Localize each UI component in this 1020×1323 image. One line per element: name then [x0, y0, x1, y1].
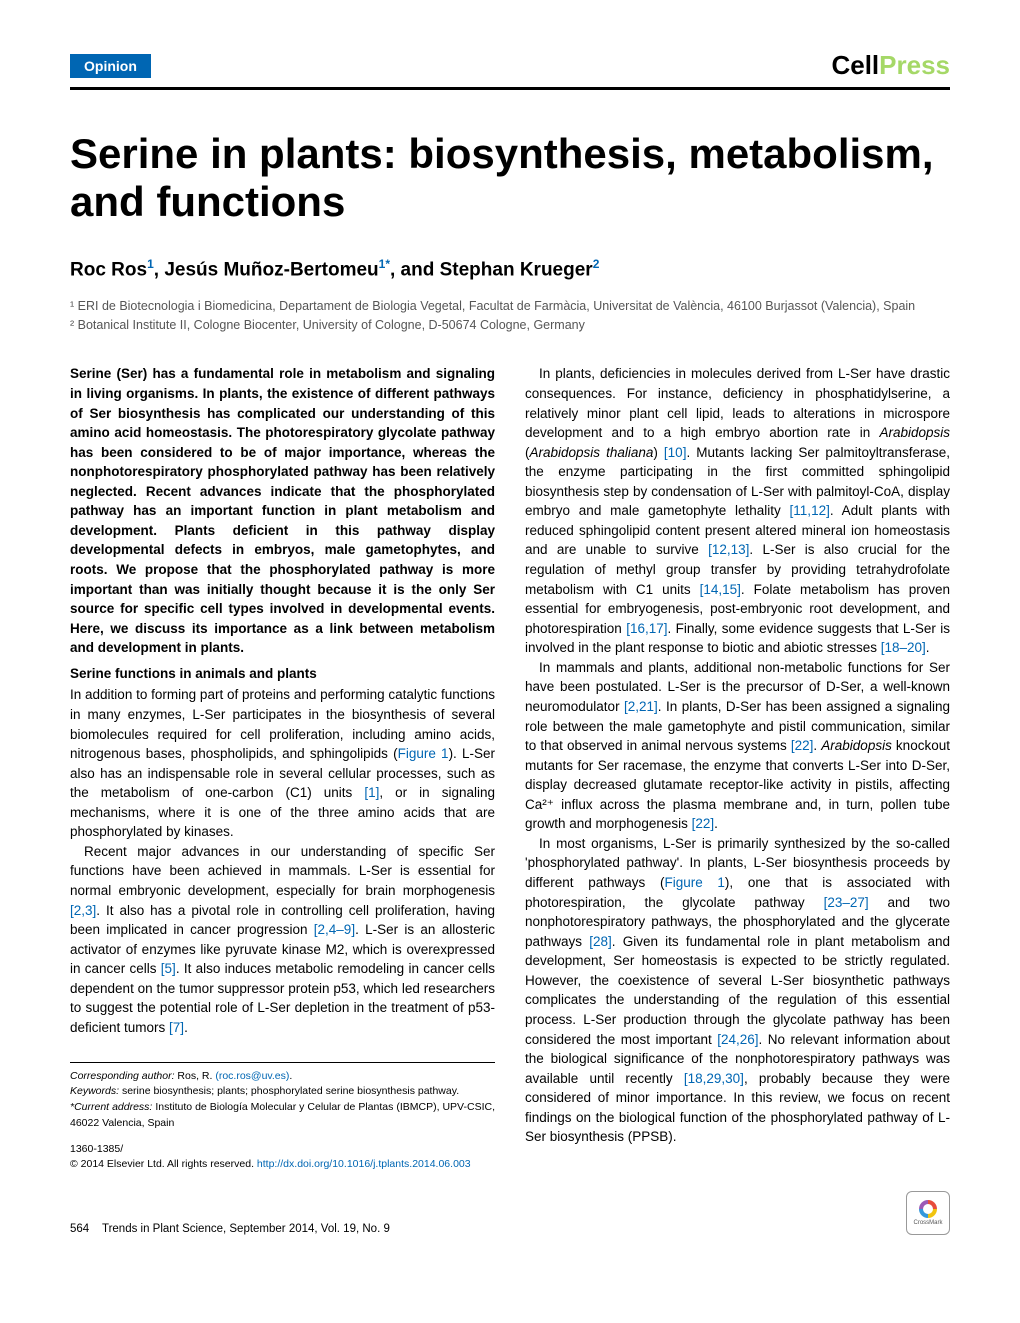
- affiliation-1: ¹ ERI de Biotecnologia i Biomedicina, De…: [70, 297, 950, 316]
- issn: 1360-1385/: [70, 1142, 495, 1158]
- crossmark-badge[interactable]: CrossMark: [906, 1191, 950, 1235]
- citation[interactable]: [14,15]: [700, 582, 741, 597]
- citation[interactable]: [28]: [589, 934, 612, 949]
- citation[interactable]: [2,4–9]: [314, 922, 355, 937]
- crossmark-icon: [919, 1200, 937, 1218]
- email-link[interactable]: (roc.ros@uv.es): [215, 1070, 289, 1082]
- authors: Roc Ros1, Jesús Muñoz-Bertomeu1*, and St…: [70, 257, 950, 281]
- citation[interactable]: [1]: [364, 785, 379, 800]
- right-paragraph-3: In most organisms, L-Ser is primarily sy…: [525, 834, 950, 1147]
- brand-cell: Cell: [831, 50, 879, 80]
- copyright-line: © 2014 Elsevier Ltd. All rights reserved…: [70, 1157, 495, 1173]
- affiliation-2: ² Botanical Institute II, Cologne Biocen…: [70, 316, 950, 335]
- corresponding-author: Corresponding author: Ros, R. (roc.ros@u…: [70, 1069, 495, 1085]
- figure-ref[interactable]: Figure 1: [664, 875, 724, 890]
- citation[interactable]: [18–20]: [881, 640, 926, 655]
- citation[interactable]: [16,17]: [626, 621, 667, 636]
- doi-link[interactable]: http://dx.doi.org/10.1016/j.tplants.2014…: [257, 1158, 471, 1170]
- footer-left: 564 Trends in Plant Science, September 2…: [70, 1223, 390, 1235]
- footer-metadata: Corresponding author: Ros, R. (roc.ros@u…: [70, 1062, 495, 1174]
- right-paragraph-2: In mammals and plants, additional non-me…: [525, 658, 950, 834]
- citation[interactable]: [5]: [161, 961, 176, 976]
- right-column: In plants, deficiencies in molecules der…: [525, 364, 950, 1173]
- citation[interactable]: [11,12]: [790, 503, 830, 518]
- left-paragraph-1: In addition to forming part of proteins …: [70, 685, 495, 842]
- affiliations: ¹ ERI de Biotecnologia i Biomedicina, De…: [70, 297, 950, 335]
- page-number: 564: [70, 1223, 89, 1235]
- citation[interactable]: [22]: [692, 816, 715, 831]
- two-column-body: Serine (Ser) has a fundamental role in m…: [70, 364, 950, 1173]
- citation[interactable]: [10]: [664, 445, 687, 460]
- right-paragraph-1: In plants, deficiencies in molecules der…: [525, 364, 950, 657]
- page-footer: 564 Trends in Plant Science, September 2…: [70, 1191, 950, 1235]
- figure-ref[interactable]: Figure 1: [398, 746, 449, 761]
- brand-press: Press: [879, 50, 950, 80]
- citation[interactable]: [2,21]: [624, 699, 658, 714]
- citation[interactable]: [2,3]: [70, 903, 96, 918]
- citation[interactable]: [18,29,30]: [684, 1071, 744, 1086]
- opinion-badge: Opinion: [70, 54, 151, 78]
- citation[interactable]: [24,26]: [717, 1032, 758, 1047]
- citation[interactable]: [7]: [169, 1020, 184, 1035]
- section-heading-1: Serine functions in animals and plants: [70, 664, 495, 684]
- keywords-line: Keywords: serine biosynthesis; plants; p…: [70, 1084, 495, 1100]
- header-row: Opinion CellPress: [70, 50, 950, 90]
- current-address: *Current address: Instituto de Biología …: [70, 1100, 495, 1132]
- article-title: Serine in plants: biosynthesis, metaboli…: [70, 130, 950, 227]
- abstract: Serine (Ser) has a fundamental role in m…: [70, 364, 495, 657]
- crossmark-label: CrossMark: [913, 1220, 942, 1226]
- left-column: Serine (Ser) has a fundamental role in m…: [70, 364, 495, 1173]
- left-paragraph-2: Recent major advances in our understandi…: [70, 842, 495, 1038]
- cellpress-logo: CellPress: [831, 50, 950, 81]
- journal-info: Trends in Plant Science, September 2014,…: [102, 1223, 390, 1235]
- citation[interactable]: [22]: [791, 738, 814, 753]
- citation[interactable]: [12,13]: [708, 542, 749, 557]
- citation[interactable]: [23–27]: [824, 895, 869, 910]
